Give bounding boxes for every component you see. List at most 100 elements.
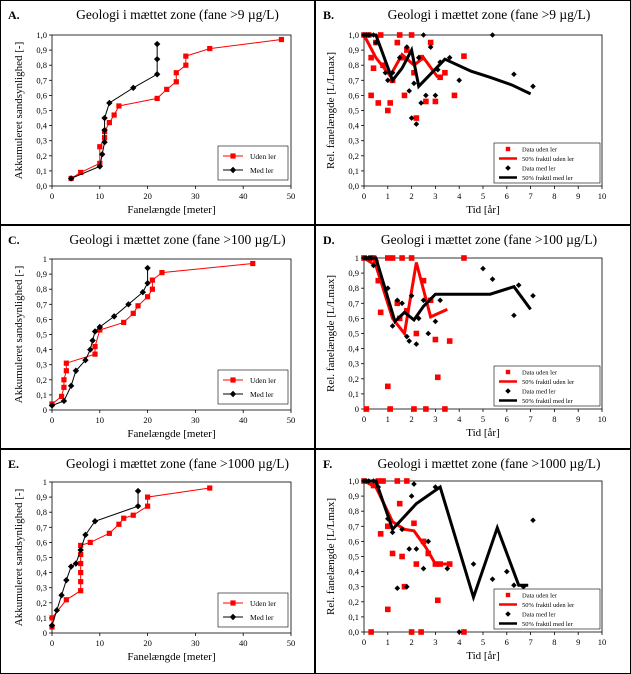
data-point-diamond bbox=[480, 265, 486, 272]
data-point-diamond bbox=[444, 565, 451, 572]
chart-panel-a: A. Geologi i mættet zone (fane >9 µg/L) 0,… bbox=[8, 7, 295, 216]
data-point-square bbox=[116, 103, 122, 109]
data-point-diamond bbox=[72, 367, 80, 374]
data-point-square bbox=[399, 553, 405, 560]
x-tick-label: 6 bbox=[505, 637, 509, 647]
legend-box bbox=[217, 145, 289, 181]
data-point-diamond bbox=[110, 313, 118, 320]
data-point-diamond bbox=[394, 585, 401, 592]
data-point-diamond bbox=[425, 538, 432, 545]
data-point-diamond bbox=[427, 44, 434, 50]
panel-letter: A. bbox=[8, 8, 20, 22]
legend: Uden ler Med ler bbox=[217, 592, 289, 628]
y-tick-label: 0,3 bbox=[348, 359, 359, 369]
data-point-diamond bbox=[106, 99, 113, 107]
series-med-ler bbox=[48, 487, 142, 629]
data-point-square bbox=[404, 478, 410, 484]
y-tick-label: 0,8 bbox=[36, 507, 47, 517]
data-point-square bbox=[461, 629, 467, 635]
legend-entry: Med ler bbox=[250, 166, 274, 175]
panel-letter: B. bbox=[323, 8, 334, 22]
data-point-diamond bbox=[98, 151, 106, 158]
legend-entry: Uden ler bbox=[250, 599, 277, 608]
y-tick-label: 0,3 bbox=[36, 136, 47, 146]
data-point-square bbox=[377, 309, 384, 316]
y-tick-label: 0,9 bbox=[36, 45, 47, 55]
data-point-diamond bbox=[432, 318, 439, 325]
y-tick-label: 0,9 bbox=[348, 491, 359, 501]
data-point-square bbox=[413, 330, 420, 337]
y-tick-label: 0,2 bbox=[36, 598, 47, 608]
legend-box bbox=[217, 592, 289, 628]
x-tick-label: 8 bbox=[552, 414, 556, 424]
data-point-square bbox=[230, 600, 236, 606]
y-tick-label: 1 bbox=[43, 254, 47, 264]
legend-entry: Data med ler bbox=[522, 389, 556, 396]
x-tick-label: 10 bbox=[598, 414, 607, 424]
data-point-square bbox=[97, 144, 103, 150]
y-tick-label: 0,7 bbox=[348, 521, 359, 531]
data-point-square bbox=[404, 47, 410, 53]
data-point-square bbox=[432, 336, 439, 343]
y-tick-label: 0,7 bbox=[36, 75, 47, 85]
data-point-diamond bbox=[489, 276, 496, 282]
series-50-fraktil-uden-ler bbox=[362, 34, 439, 79]
data-point-square bbox=[363, 406, 370, 412]
y-tick-label: 0,6 bbox=[348, 90, 359, 100]
y-tick-label: 0,5 bbox=[348, 106, 359, 116]
series-line bbox=[51, 491, 139, 626]
data-point-square bbox=[149, 286, 155, 292]
data-point-square bbox=[505, 369, 511, 375]
y-tick-label: 0,1 bbox=[36, 613, 47, 623]
data-point-square bbox=[411, 520, 417, 527]
y-tick-label: 0,4 bbox=[36, 568, 47, 578]
data-point-square bbox=[420, 538, 427, 545]
x-tick-label: 2 bbox=[409, 414, 413, 424]
series-uden-ler bbox=[49, 260, 256, 407]
y-tick-label: 0 bbox=[355, 404, 359, 414]
data-point-square bbox=[387, 406, 393, 412]
fractile-line bbox=[363, 479, 450, 566]
data-point-square bbox=[427, 39, 434, 46]
data-point-diamond bbox=[60, 397, 68, 405]
y-tick-label: 0,2 bbox=[36, 151, 47, 161]
data-point-square bbox=[250, 260, 256, 267]
y-tick-label: 0,6 bbox=[348, 313, 359, 323]
data-point-square bbox=[49, 615, 55, 621]
y-tick-label: 0,9 bbox=[36, 269, 47, 279]
data-point-diamond bbox=[58, 592, 65, 599]
data-point-square bbox=[399, 255, 405, 261]
data-point-square bbox=[149, 277, 155, 283]
x-tick-label: 40 bbox=[239, 415, 248, 425]
y-tick-label: 0,6 bbox=[36, 314, 47, 324]
y-tick-label: 1,0 bbox=[348, 476, 359, 486]
data-point-diamond bbox=[130, 84, 137, 92]
data-point-square bbox=[106, 119, 112, 126]
data-point-diamond bbox=[382, 69, 389, 76]
data-point-square bbox=[207, 45, 213, 52]
data-point-square bbox=[63, 360, 69, 366]
series-data-uden-ler bbox=[361, 478, 467, 635]
data-point-square bbox=[437, 74, 443, 81]
x-tick-label: 10 bbox=[598, 191, 607, 201]
data-point-diamond bbox=[432, 484, 439, 490]
data-point-square bbox=[230, 377, 236, 383]
data-point-diamond bbox=[91, 328, 99, 335]
data-point-diamond bbox=[82, 531, 89, 539]
data-point-square bbox=[505, 592, 511, 598]
data-point-square bbox=[78, 588, 84, 594]
y-axis-label: Akkumuleret sandsynlighed [-] bbox=[13, 489, 25, 626]
data-point-diamond bbox=[489, 576, 496, 582]
data-point-square bbox=[401, 92, 408, 99]
data-point-square bbox=[92, 343, 98, 350]
y-tick-label: 0,3 bbox=[348, 582, 359, 592]
panel-letter: F. bbox=[323, 457, 332, 471]
series-med-ler bbox=[67, 40, 161, 182]
data-point-diamond bbox=[406, 338, 413, 344]
data-point-square bbox=[58, 393, 65, 400]
y-tick-label: 0,7 bbox=[36, 299, 47, 309]
y-tick-label: 0,5 bbox=[36, 106, 47, 116]
data-point-diamond bbox=[456, 77, 462, 84]
data-point-square bbox=[375, 100, 382, 106]
x-tick-label: 5 bbox=[481, 191, 485, 201]
